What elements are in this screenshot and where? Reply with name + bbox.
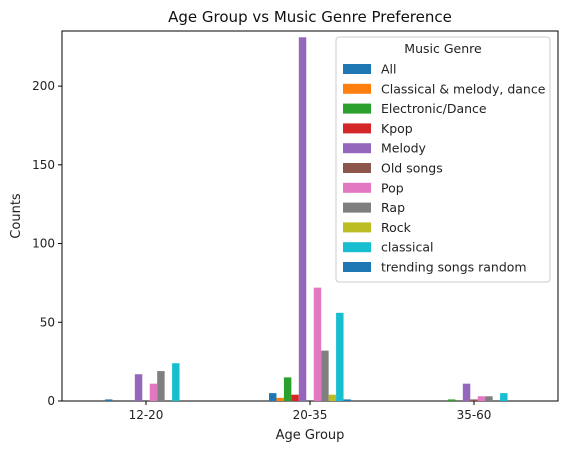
bar-2-7 [485, 396, 493, 401]
legend-label-8: Rock [381, 220, 412, 235]
bars-group [105, 37, 508, 402]
bar-0-6 [149, 383, 158, 401]
x-axis: 12-20 20-35 35-60 [129, 401, 492, 422]
legend: Music Genre All Classical & melody, dance… [335, 36, 551, 283]
legend-label-10: trending songs random [381, 260, 527, 275]
bar-1-8 [328, 394, 337, 401]
legend-label-4: Melody [381, 141, 427, 156]
legend-swatch-1 [343, 83, 371, 94]
legend-swatch-6 [343, 182, 371, 193]
legend-label-0: All [381, 62, 397, 77]
legend-swatch-0 [343, 64, 371, 74]
bar-1-1 [276, 397, 284, 401]
bar-0-7 [157, 371, 165, 401]
bar-1-0 [269, 393, 277, 401]
bar-0-9 [172, 363, 180, 401]
legend-label-7: Rap [381, 200, 405, 215]
bar-1-9 [336, 312, 344, 401]
y-tick-label-2: 100 [32, 237, 55, 251]
bar-1-6 [313, 287, 322, 401]
bar-2-4 [462, 383, 471, 401]
legend-swatch-3 [343, 123, 371, 134]
legend-label-3: Kpop [381, 121, 413, 136]
bar-2-5 [470, 399, 478, 401]
bar-2-6 [477, 396, 486, 401]
x-tick-label-1: 20-35 [293, 408, 328, 422]
x-tick-label-2: 35-60 [457, 408, 492, 422]
bar-1-7 [321, 350, 329, 401]
legend-swatch-2 [343, 103, 371, 114]
y-axis: 0 50 100 150 200 [32, 79, 62, 408]
legend-box [335, 36, 551, 283]
legend-swatch-8 [343, 222, 371, 233]
legend-swatch-7 [343, 202, 371, 213]
legend-items: All Classical & melody, dance Electronic/D… [343, 62, 546, 275]
legend-swatch-10 [343, 262, 371, 272]
legend-label-9: classical [381, 240, 434, 255]
bar-2-9 [500, 393, 508, 401]
y-tick-label-4: 200 [32, 79, 55, 93]
bar-0-0 [105, 399, 113, 401]
bar-0-4 [134, 374, 143, 401]
x-axis-label: Age Group [276, 428, 345, 443]
x-tick-label-0: 12-20 [129, 408, 164, 422]
legend-swatch-5 [343, 163, 371, 173]
legend-label-6: Pop [381, 180, 404, 195]
y-axis-label: Counts [9, 193, 24, 239]
bar-1-10 [343, 399, 351, 401]
y-tick-label-3: 150 [32, 158, 55, 172]
chart-title: Age Group vs Music Genre Preference [168, 8, 452, 26]
bar-1-2 [283, 377, 292, 401]
y-tick-label-0: 0 [47, 394, 55, 408]
legend-title: Music Genre [404, 41, 482, 56]
bar-1-3 [291, 394, 299, 401]
y-tick-label-1: 50 [40, 315, 55, 329]
legend-label-2: Electronic/Dance [381, 101, 487, 116]
bar-2-2 [447, 399, 456, 401]
bar-1-4 [298, 37, 307, 402]
legend-label-5: Old songs [381, 161, 443, 176]
legend-label-1: Classical & melody, dance [381, 81, 546, 96]
legend-swatch-9 [343, 242, 371, 253]
legend-swatch-4 [343, 143, 371, 154]
